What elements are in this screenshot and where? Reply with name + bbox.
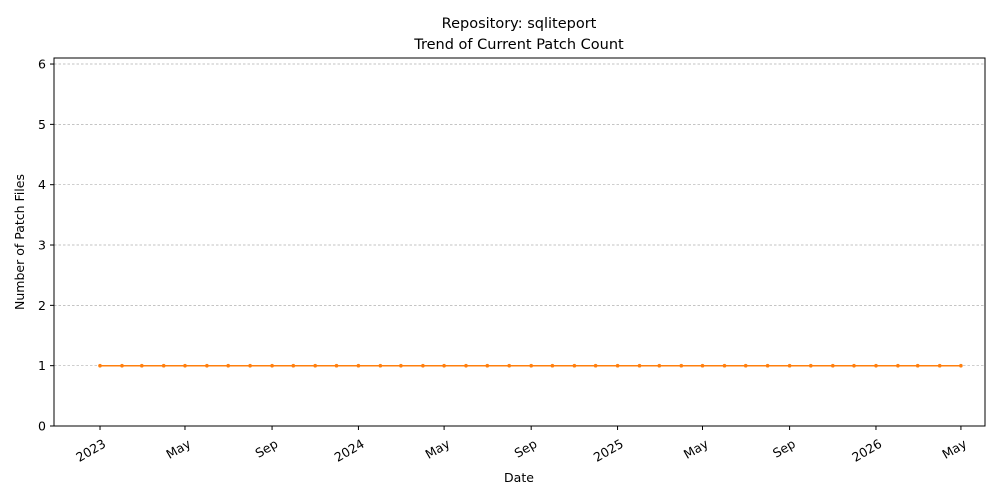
data-point	[98, 363, 102, 368]
series-layer	[98, 363, 963, 368]
data-point	[464, 363, 468, 368]
data-point	[270, 363, 274, 368]
y-tick-label: 5	[38, 117, 46, 132]
x-tick-label: May	[423, 436, 453, 462]
data-point	[722, 363, 727, 368]
chart-title: Repository: sqliteport	[442, 16, 597, 32]
data-point	[226, 363, 230, 368]
x-tick-label: May	[681, 436, 711, 462]
data-point	[874, 363, 878, 368]
data-point	[507, 363, 512, 368]
data-point	[485, 363, 490, 368]
data-point	[248, 363, 252, 368]
x-tick-label: May	[163, 436, 193, 462]
data-point	[657, 363, 662, 368]
data-point	[637, 363, 642, 368]
data-point	[334, 363, 339, 368]
data-point	[787, 363, 792, 368]
y-tick-label: 0	[38, 419, 46, 434]
data-point	[205, 363, 209, 368]
data-point	[161, 363, 166, 368]
data-point	[291, 363, 296, 368]
chart-subtitle: Trend of Current Patch Count	[413, 37, 624, 53]
data-point	[679, 363, 684, 368]
y-axis: 0 1 2 3 4 5 6	[38, 57, 54, 434]
data-point	[852, 363, 856, 368]
data-point	[120, 363, 124, 368]
data-point	[399, 363, 403, 368]
x-tick-label: May	[939, 436, 969, 462]
x-tick-label: 2023	[73, 436, 108, 465]
data-point	[313, 363, 318, 368]
data-point	[378, 363, 383, 368]
data-point	[937, 363, 942, 368]
data-point	[915, 363, 920, 368]
x-tick-label: Sep	[512, 436, 540, 461]
x-tick-label: 2025	[591, 436, 626, 465]
data-point	[421, 363, 425, 368]
plot-frame	[53, 57, 986, 427]
x-tick-label: 2024	[332, 436, 367, 465]
x-tick-label: 2026	[849, 436, 884, 465]
x-tick-label: Sep	[770, 436, 798, 461]
x-axis: 2023 May Sep 2024 May Sep 2025 May Sep 2026 May	[73, 426, 970, 465]
x-axis-label: Date	[504, 470, 534, 485]
data-point	[550, 363, 555, 368]
y-tick-label: 4	[38, 177, 46, 192]
data-point	[743, 363, 748, 368]
data-point	[959, 363, 963, 368]
y-tick-label: 2	[38, 298, 46, 313]
y-gridlines	[54, 63, 985, 427]
y-tick-label: 1	[38, 358, 46, 373]
data-point	[593, 363, 598, 368]
y-tick-label: 3	[38, 238, 46, 253]
data-point	[356, 363, 361, 368]
data-point	[765, 363, 770, 368]
data-point	[572, 363, 577, 368]
data-point	[615, 363, 620, 368]
x-tick-label: Sep	[252, 436, 280, 461]
data-point	[442, 363, 446, 368]
data-point	[831, 363, 835, 368]
data-point	[529, 363, 533, 368]
y-tick-label: 6	[38, 57, 46, 72]
data-point	[140, 363, 144, 368]
y-axis-label: Number of Patch Files	[12, 174, 27, 310]
data-point	[896, 363, 900, 368]
data-point	[700, 363, 705, 368]
data-point	[809, 363, 813, 368]
data-point	[183, 363, 187, 368]
